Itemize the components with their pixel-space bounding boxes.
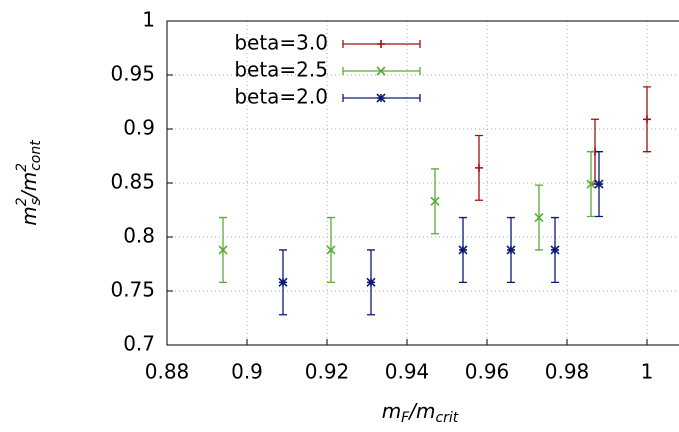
- plot-frame: [166, 20, 679, 346]
- point-marker: [643, 115, 651, 124]
- legend-label: beta=2.5: [234, 58, 328, 82]
- x-tick-label: 1: [641, 360, 654, 384]
- point-marker: [475, 163, 483, 172]
- y-tick-label: 0.95: [110, 62, 155, 86]
- x-tick-label: 0.9: [231, 360, 263, 384]
- point-marker: [586, 179, 596, 189]
- x-tick-label: 0.88: [145, 360, 190, 384]
- label-part: m: [17, 206, 41, 225]
- label-part: /m: [17, 172, 41, 200]
- legend-label: beta=2.0: [234, 85, 328, 109]
- label-part: 2: [14, 197, 30, 206]
- point-marker: [377, 40, 385, 48]
- point-marker: [366, 277, 376, 287]
- label-part: cont: [28, 140, 44, 171]
- legend-label: beta=3.0: [234, 31, 328, 55]
- label-part: m: [382, 399, 401, 423]
- y-tick-label: 0.7: [123, 332, 155, 356]
- point-marker: [430, 196, 440, 206]
- label-part: crit: [435, 410, 458, 426]
- y-tick-label: 0.9: [123, 116, 155, 140]
- x-tick-label: 0.94: [385, 360, 430, 384]
- point-marker: [506, 245, 516, 255]
- point-marker: [376, 66, 386, 76]
- point-marker: [534, 212, 544, 223]
- point-marker: [218, 245, 228, 255]
- label-part: /m: [407, 399, 435, 423]
- y-tick-label: 0.85: [110, 170, 155, 194]
- point-marker: [376, 93, 386, 103]
- x-axis-label: mF/mcrit: [382, 399, 459, 427]
- y-tick-label: 0.75: [110, 278, 155, 302]
- point-marker: [594, 179, 604, 189]
- y-axis-label: m2s/m2cont: [14, 140, 44, 226]
- label-part: F: [401, 410, 410, 426]
- point-marker: [458, 245, 468, 255]
- label-part: s: [28, 198, 44, 205]
- x-tick-label: 0.92: [305, 360, 350, 384]
- x-tick-label: 0.96: [465, 360, 510, 384]
- y-tick-label: 0.8: [123, 224, 155, 248]
- label-part: 2: [14, 163, 30, 172]
- point-marker: [278, 277, 288, 287]
- point-marker: [326, 245, 336, 255]
- point-marker: [550, 245, 560, 255]
- y-tick-label: 1: [142, 8, 155, 32]
- x-tick-label: 0.98: [545, 360, 590, 384]
